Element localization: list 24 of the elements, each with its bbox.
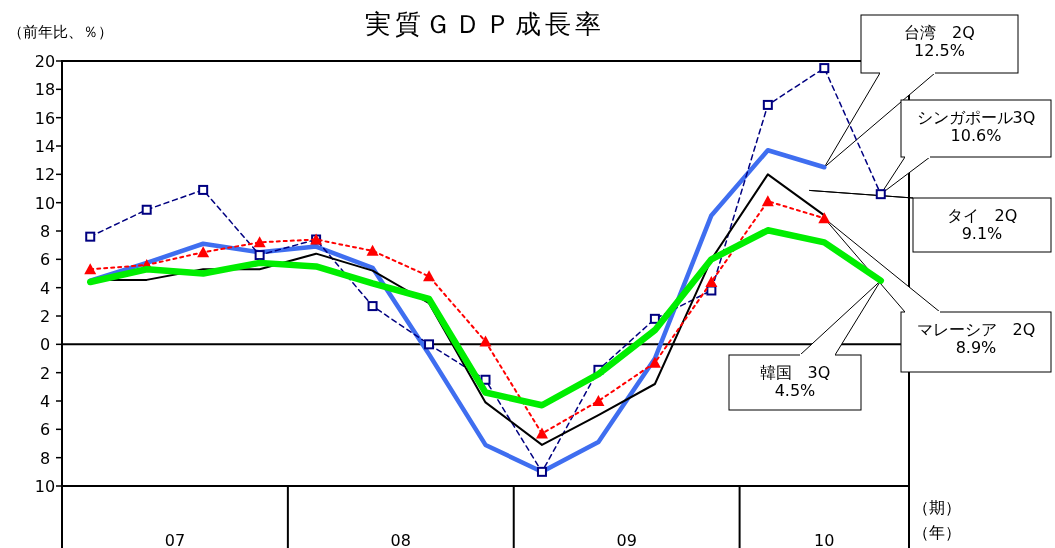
text: 07 xyxy=(164,531,186,548)
y-tick-label: 14 xyxy=(34,137,56,156)
text: （年） xyxy=(913,523,961,542)
y-tick-label: 12 xyxy=(34,165,56,185)
y-tick-label: 6 xyxy=(39,250,51,270)
y-tick-label: 6 xyxy=(39,420,51,440)
y-tick-label: 10 xyxy=(34,477,56,496)
y-tick-label: 18 xyxy=(34,80,56,100)
text: 08 xyxy=(390,531,411,548)
chart-title: 実質ＧＤＰ成長率 xyxy=(365,9,605,39)
y-tick-label: 8 xyxy=(39,222,51,241)
y-tick-label: 4 xyxy=(39,278,51,298)
y-tick-label: 10 xyxy=(34,193,56,213)
y-tick-label: 4 xyxy=(39,392,51,411)
y-tick-label: 20 xyxy=(34,52,56,71)
text: 09 xyxy=(616,531,637,548)
y-tick-label: 16 xyxy=(34,108,56,128)
y-tick-label: 8 xyxy=(39,448,51,468)
y-tick-label: 0 xyxy=(39,335,51,355)
text: （期） xyxy=(913,498,961,517)
text: 10 xyxy=(814,531,835,548)
y-axis-title: （前年比、％） xyxy=(8,23,113,41)
y-tick-label: 2 xyxy=(39,363,51,383)
y-tick-label: 2 xyxy=(39,307,51,326)
